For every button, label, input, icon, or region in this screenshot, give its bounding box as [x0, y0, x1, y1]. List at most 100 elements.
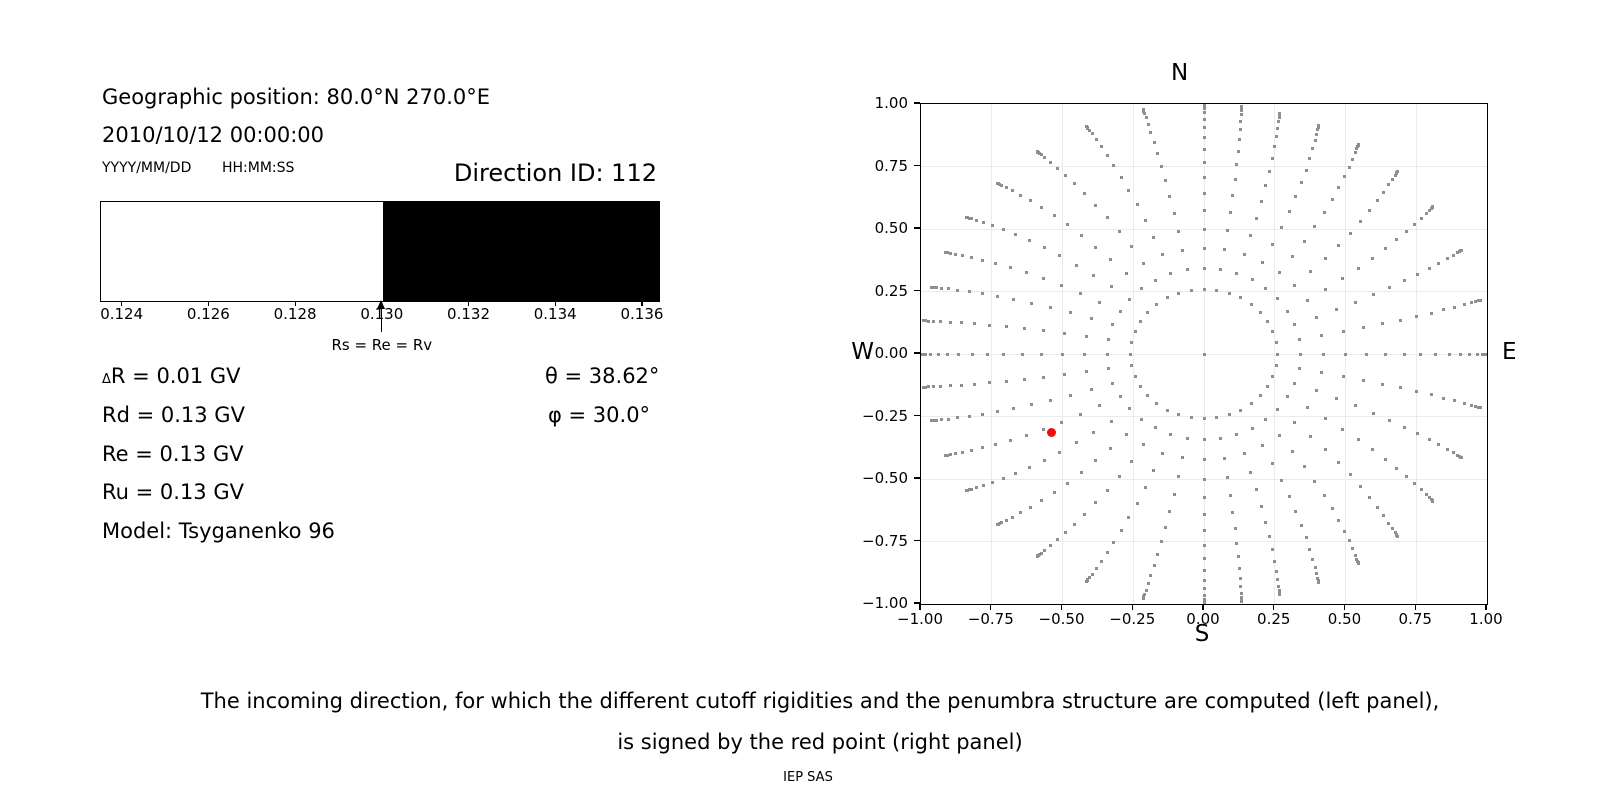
direction-dot — [1141, 443, 1145, 447]
direction-dot — [1169, 272, 1173, 276]
direction-dot — [1233, 177, 1237, 181]
direction-dot — [1064, 531, 1067, 535]
direction-dot — [1265, 384, 1269, 388]
direction-dot — [1478, 406, 1482, 410]
direction-dot — [1085, 579, 1089, 583]
direction-dot — [1087, 576, 1091, 580]
direction-dot — [1202, 587, 1206, 591]
direction-dot — [1065, 481, 1069, 485]
direction-dot — [1383, 457, 1387, 461]
y-axis-tick-label: 0.00 — [874, 344, 908, 362]
direction-dot — [970, 352, 974, 356]
direction-dot — [1278, 270, 1282, 274]
direction-dot — [1299, 523, 1303, 527]
penumbra-plot — [100, 201, 660, 302]
direction-dot — [1004, 185, 1008, 189]
direction-dot — [1160, 451, 1164, 455]
direction-dot — [1242, 452, 1246, 456]
direction-dot — [1316, 128, 1320, 132]
direction-dot — [1264, 184, 1268, 188]
direction-dot — [1068, 311, 1072, 315]
direction-dot — [1008, 266, 1012, 270]
direction-dot — [1202, 147, 1206, 151]
x-axis-tick — [1273, 604, 1275, 610]
direction-dot — [1261, 444, 1265, 448]
direction-dot — [1109, 258, 1113, 262]
re-value: Re = 0.13 GV — [102, 442, 244, 466]
direction-dot — [1110, 419, 1114, 423]
x-axis-tick — [919, 604, 921, 610]
direction-dot — [1343, 175, 1347, 179]
east-label: E — [1502, 339, 1517, 365]
direction-dot — [948, 320, 952, 324]
direction-dot — [1143, 486, 1147, 490]
direction-dot — [994, 442, 998, 446]
direction-dot — [1238, 128, 1242, 132]
direction-dot — [1317, 580, 1321, 584]
direction-dot — [1160, 253, 1164, 257]
penumbra-tick — [554, 301, 556, 306]
direction-dot — [1313, 479, 1317, 483]
direction-dot — [1315, 132, 1319, 136]
direction-dot — [1291, 449, 1295, 453]
x-axis-tick-label: −0.50 — [1038, 610, 1085, 628]
direction-dot — [1089, 387, 1093, 391]
direction-dot — [929, 419, 933, 423]
direction-dot — [1078, 291, 1082, 295]
direction-dot — [1267, 169, 1271, 173]
direction-dot — [1235, 541, 1239, 545]
direction-dot — [1202, 477, 1206, 481]
direction-dot — [1304, 168, 1308, 172]
direction-dot — [1293, 381, 1297, 385]
direction-dot — [1099, 144, 1103, 148]
direction-dot — [1035, 554, 1039, 558]
direction-dot — [1152, 469, 1156, 473]
direction-dot — [1313, 565, 1317, 569]
direction-dot — [1004, 519, 1008, 523]
selected-direction-dot — [1046, 427, 1056, 437]
direction-dot — [965, 489, 969, 493]
direction-dot — [973, 382, 977, 386]
direction-dot — [988, 323, 992, 327]
direction-dot — [1355, 557, 1359, 561]
direction-dot — [1073, 522, 1077, 526]
direction-dot — [1085, 125, 1089, 129]
direction-dot — [1393, 173, 1397, 177]
direction-dot — [1431, 499, 1435, 503]
direction-dot — [1451, 253, 1455, 257]
direction-dot — [1152, 564, 1156, 568]
direction-dot — [1270, 156, 1274, 160]
direction-dot — [1002, 352, 1006, 356]
direction-dot — [1293, 323, 1297, 327]
direction-dot — [1334, 308, 1338, 312]
direction-dot — [1323, 288, 1327, 292]
direction-dot — [1273, 559, 1277, 563]
direction-dot — [1297, 337, 1301, 341]
direction-dot — [1143, 592, 1147, 596]
direction-dot — [1164, 525, 1168, 529]
direction-dot — [981, 446, 985, 450]
direction-dot — [1337, 519, 1341, 523]
direction-dot — [1412, 222, 1416, 226]
direction-dot — [1189, 416, 1193, 420]
direction-dot — [1233, 527, 1237, 531]
direction-dot — [1415, 314, 1419, 318]
y-axis-tick — [914, 102, 920, 104]
direction-dot — [1119, 529, 1123, 533]
direction-dot — [1271, 461, 1275, 465]
direction-dot — [1105, 551, 1109, 555]
direction-dot — [1135, 501, 1139, 505]
direction-dot — [1264, 520, 1268, 524]
penumbra-forbidden-region — [382, 202, 659, 301]
direction-dot — [1381, 322, 1385, 326]
direction-dot — [1343, 529, 1347, 533]
direction-dot — [1469, 301, 1473, 305]
direction-dot — [1062, 373, 1066, 377]
direction-dot — [1305, 298, 1309, 302]
direction-dot — [1094, 459, 1098, 463]
direction-dot — [934, 286, 938, 290]
direction-dot — [1364, 352, 1368, 356]
direction-dot — [1059, 420, 1063, 424]
direction-dot — [1202, 557, 1206, 561]
direction-dot — [1274, 363, 1278, 367]
